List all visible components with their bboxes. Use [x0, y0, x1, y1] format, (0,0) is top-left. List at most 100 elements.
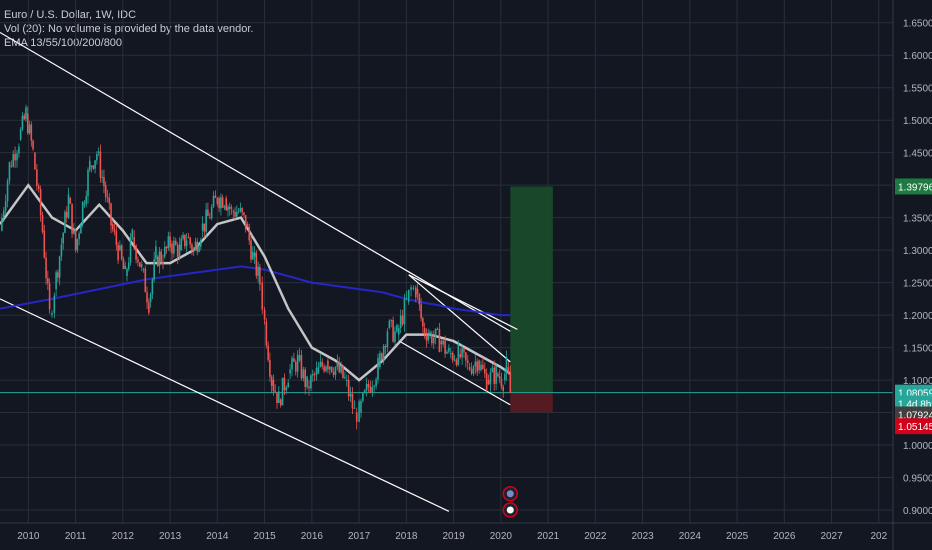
candle-body [122, 259, 125, 269]
candle-body [327, 360, 329, 370]
candle-body [373, 386, 376, 388]
legend-symbol[interactable]: Euro / U.S. Dollar, 1W, IDC [4, 9, 137, 21]
candle-body [151, 279, 154, 295]
candle-body [126, 268, 128, 277]
x-tick-label: 2025 [726, 531, 749, 542]
candle-body [308, 386, 310, 389]
candle-body [410, 287, 412, 290]
candle-body [69, 198, 72, 204]
candle-body [315, 367, 318, 375]
candle-body [474, 361, 477, 367]
grid [0, 0, 893, 523]
candle-body [440, 341, 443, 345]
earnings-icon-glyph [506, 506, 514, 514]
candle-body [153, 259, 155, 280]
candle-body [218, 198, 220, 209]
y-tick-label: 1.55000 [903, 84, 932, 95]
flag-icon-glyph [506, 490, 514, 498]
candle-body [90, 165, 93, 167]
candle-body [355, 412, 358, 422]
candle-body [51, 312, 53, 316]
candle-body [146, 292, 148, 303]
candle-body [223, 206, 226, 208]
candle-body [377, 357, 379, 380]
candle-body [269, 360, 271, 377]
channel-line-3 [408, 274, 511, 363]
candle-body [338, 361, 341, 373]
candle-body [279, 399, 282, 406]
candle-body [459, 354, 462, 358]
y-tick-label: 1.25000 [903, 279, 932, 290]
candle-body [28, 124, 31, 133]
candle-body [131, 229, 134, 238]
candle-body [304, 369, 307, 388]
candle-body [306, 376, 308, 388]
x-tick-label: 2021 [537, 531, 560, 542]
candle-body [386, 331, 389, 348]
candle-body [300, 355, 303, 379]
y-tick-label: 1.50000 [903, 116, 932, 127]
event-markers[interactable] [502, 486, 519, 518]
candle-body [489, 372, 492, 385]
candle-body [214, 195, 217, 198]
candle-body [117, 244, 119, 261]
candle-body [58, 256, 61, 278]
trend-channels[interactable] [0, 31, 518, 512]
candle-body [353, 407, 356, 409]
x-tick-label: 2011 [65, 531, 87, 542]
x-tick-label: 2020 [490, 531, 513, 542]
candle-body [158, 251, 161, 267]
candle-body [184, 234, 186, 247]
candle-body [461, 348, 463, 358]
candle-body [397, 327, 400, 335]
candle-body [74, 229, 77, 251]
candle-body [110, 203, 112, 226]
candle-body [274, 390, 277, 393]
legend-volume[interactable]: Vol (20): No volume is provided by the d… [4, 23, 254, 35]
candle-body [207, 209, 209, 217]
candle-body [360, 400, 362, 413]
candle-body [94, 160, 96, 169]
candle-body [246, 224, 249, 228]
candle-body [416, 289, 419, 295]
candle-body [505, 357, 508, 375]
candle-body [431, 334, 433, 344]
candle-body [388, 320, 391, 329]
candle-body [390, 319, 393, 321]
candle-body [250, 240, 252, 260]
candle-body [8, 162, 11, 181]
profit-zone [510, 186, 553, 393]
candle-body [500, 378, 503, 387]
y-tick-label: 1.20000 [903, 311, 932, 322]
candle-body [495, 366, 497, 384]
price-tag-label: 1.08059 [898, 389, 932, 400]
x-tick-label: 2018 [395, 531, 418, 542]
candle-body [162, 261, 164, 265]
candle-body [19, 129, 22, 140]
y-tick-label: 1.15000 [903, 344, 932, 355]
price-tag [895, 418, 932, 435]
position-zones[interactable] [0, 186, 893, 413]
candle-body [124, 265, 127, 269]
candle-body [227, 206, 229, 211]
candle-body [281, 377, 284, 406]
candle-body [429, 331, 431, 336]
y-tick-label: 1.30000 [903, 246, 932, 257]
y-tick-label: 1.00000 [903, 441, 932, 452]
candle-body [210, 206, 213, 219]
candle-body [334, 366, 337, 375]
candle-body [347, 380, 350, 397]
candle-body [12, 153, 15, 167]
candle-body [259, 266, 261, 285]
candle-body [239, 208, 242, 212]
y-tick-label: 1.35000 [903, 214, 932, 225]
candle-body [73, 229, 75, 234]
channel-line-2 [408, 274, 518, 330]
candle-body [201, 223, 204, 231]
candle-body [216, 197, 219, 204]
legend-ema[interactable]: EMA 13/55/100/200/800 [4, 37, 123, 49]
candle-body [298, 355, 301, 361]
price-tag-label: 1.07924 [898, 411, 932, 422]
